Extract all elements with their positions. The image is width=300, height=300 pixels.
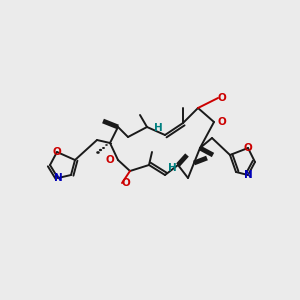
Text: O: O bbox=[122, 178, 131, 188]
Text: O: O bbox=[218, 93, 227, 103]
Text: O: O bbox=[52, 147, 62, 157]
Text: H: H bbox=[154, 123, 162, 133]
Text: N: N bbox=[244, 170, 252, 180]
Text: N: N bbox=[54, 173, 62, 183]
Text: O: O bbox=[105, 155, 114, 165]
Text: O: O bbox=[218, 117, 227, 127]
Text: H: H bbox=[168, 163, 176, 173]
Text: O: O bbox=[244, 143, 252, 153]
